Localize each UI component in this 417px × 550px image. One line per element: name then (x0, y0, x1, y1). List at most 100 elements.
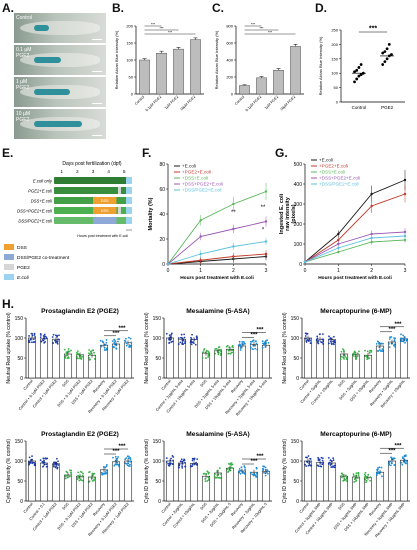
bar (27, 337, 37, 379)
x-tick-label: DSS (200, 502, 208, 511)
data-point (355, 77, 359, 81)
y-tick-label: 80 (159, 162, 165, 168)
photo-label: 0.1 µM PGE2 (16, 47, 32, 59)
data-point (394, 345, 397, 348)
data-point (342, 356, 345, 359)
x-tick-label: Control + 1µM PGE2 (32, 502, 58, 532)
data-point (118, 338, 121, 340)
sig-label: *** (250, 333, 258, 339)
bar (165, 337, 175, 379)
data-point (342, 348, 344, 351)
significance-mark: ** (261, 205, 266, 211)
sig-label: *** (250, 459, 258, 465)
data-point (80, 357, 82, 360)
data-point (352, 352, 354, 355)
bar (315, 338, 325, 379)
sig-label: *** (159, 27, 164, 31)
data-point (219, 350, 222, 353)
day-label: 5 (123, 169, 126, 174)
data-point (78, 476, 80, 479)
data-point (304, 337, 307, 340)
data-point (219, 477, 222, 480)
data-point (381, 475, 383, 478)
data-point (206, 480, 209, 482)
y-tick-label: 0 (299, 262, 302, 268)
data-point (125, 457, 128, 459)
data-point (239, 349, 242, 351)
x-tick-label: Recovery + 10µg/mL (380, 379, 406, 409)
panel-label-d: D. (315, 1, 327, 15)
data-point (168, 338, 171, 341)
data-point (353, 350, 356, 353)
data-point (57, 460, 59, 463)
data-point (180, 458, 183, 461)
data-point (168, 342, 171, 345)
sig-label: *** (268, 31, 273, 35)
data-point (70, 471, 72, 474)
bar (327, 339, 337, 379)
bar (261, 344, 271, 379)
data-point (332, 465, 335, 468)
data-point (256, 473, 259, 476)
data-point (352, 354, 354, 357)
bar (237, 470, 247, 502)
y-tick-label: 60 (159, 187, 165, 193)
data-point (231, 345, 234, 348)
sig-label: *** (118, 326, 126, 332)
data-point (304, 335, 307, 337)
alcian-blue-stain (34, 121, 82, 127)
data-point (89, 353, 92, 356)
data-point (355, 474, 358, 477)
x-tick-label: Control + 1µM PGE2 (32, 379, 58, 409)
data-point (388, 338, 391, 340)
data-point (193, 457, 196, 460)
sig-label: *** (168, 31, 173, 35)
data-point (66, 471, 69, 474)
timeline-bar (54, 187, 132, 194)
data-point (80, 479, 83, 482)
data-point (194, 343, 197, 346)
x-tick-label: DSS (62, 379, 70, 388)
data-point (43, 333, 46, 336)
series-line (167, 256, 267, 265)
data-point (364, 474, 367, 477)
data-point (357, 66, 361, 69)
data-point (226, 468, 228, 471)
data-point (46, 457, 49, 460)
chart-title: Mesalamine (5-ASA) (186, 431, 249, 438)
data-point (42, 335, 45, 337)
panel-label-e: E. (2, 146, 14, 160)
data-point (266, 469, 269, 472)
data-point (345, 474, 347, 477)
y-tick-label: 150 (331, 56, 338, 61)
y-tick-label: 0 (20, 376, 23, 382)
bar (51, 338, 61, 379)
data-point (213, 475, 216, 478)
data-point (58, 334, 60, 337)
y-axis-label: Neutral Red uptake (% control) (6, 312, 12, 383)
data-point (309, 342, 312, 345)
data-point (125, 463, 128, 465)
data-point (88, 356, 90, 359)
data-point (393, 464, 396, 466)
data-point (345, 477, 348, 480)
sig-label: *** (388, 448, 396, 454)
data-point (327, 457, 330, 459)
data-point (43, 341, 46, 344)
data-point (28, 341, 31, 344)
data-point (249, 342, 252, 345)
data-point (380, 349, 383, 352)
data-point (31, 341, 33, 344)
data-point (328, 338, 330, 341)
data-point (376, 468, 379, 471)
bar (239, 85, 250, 95)
data-point (316, 464, 319, 467)
y-tick-label: 200 (331, 42, 338, 47)
data-point (390, 456, 392, 459)
data-point (100, 471, 103, 474)
data-point (54, 341, 57, 344)
y-tick-label: 100 (331, 71, 338, 76)
data-point (356, 352, 359, 355)
data-point (55, 457, 58, 460)
data-point (81, 355, 84, 358)
